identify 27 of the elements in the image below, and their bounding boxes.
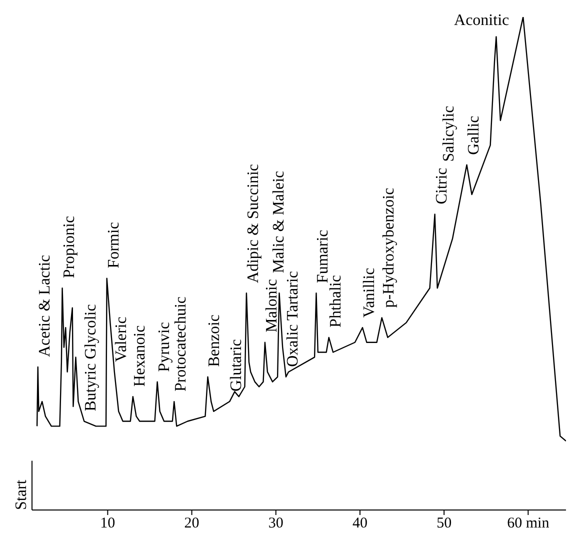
annotation: Benzoic: [206, 314, 224, 367]
annotation: p-Hydroxybenzoic: [380, 188, 398, 308]
x-tick-label: 40: [352, 516, 368, 532]
ref-line-label: Start: [13, 479, 30, 510]
annotation: Salicylic: [440, 106, 458, 162]
x-tick-label: 50: [436, 516, 452, 532]
annotation: Valeric: [112, 316, 130, 362]
annotation: Malic & Maleic: [270, 170, 288, 274]
annotation: Hexanoic: [131, 325, 148, 387]
annotation: Vanillic: [360, 268, 378, 318]
annotation: Protocatechuic: [172, 296, 190, 392]
x-tick-label: 60 min: [507, 516, 550, 532]
annotation: Gallic: [465, 116, 482, 155]
annotation: Malonic: [263, 279, 280, 332]
annotation: Oxalic Tartaric: [284, 271, 302, 367]
annotation: Acetic & Lactic: [36, 254, 54, 358]
annotation: Adipic & Succinic: [244, 164, 262, 284]
annotation: Formic: [105, 222, 122, 268]
annotation: Butyric Glycolic: [82, 304, 100, 412]
annotation: Citric: [433, 168, 450, 204]
annotation: Aconitic: [454, 12, 510, 29]
x-tick-label: 20: [184, 516, 200, 532]
annotation: Glutaric: [228, 339, 246, 392]
x-tick-label: 10: [100, 516, 116, 532]
annotation: Propionic: [60, 216, 78, 278]
annotation: Pyruvic: [156, 322, 173, 372]
x-tick-label: 30: [268, 516, 284, 532]
